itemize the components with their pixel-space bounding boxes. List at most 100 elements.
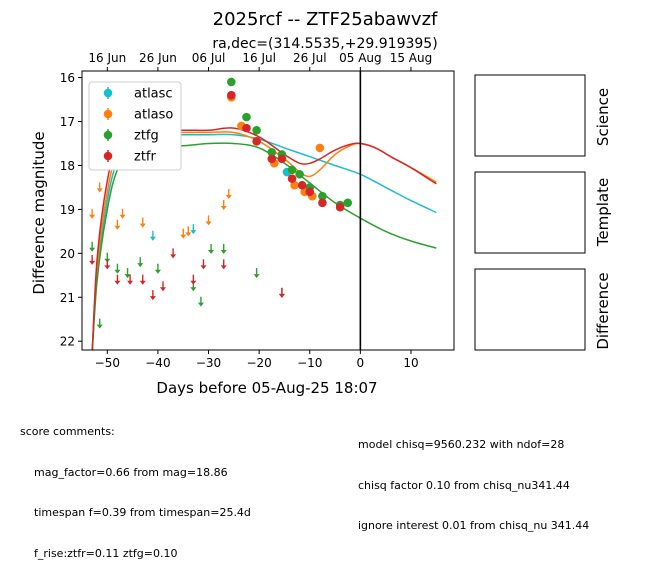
upper-limits — [89, 182, 285, 329]
plot-frame — [81, 70, 455, 351]
ztfr-upper-limit — [170, 248, 177, 259]
ztfg-model-curve — [91, 142, 437, 350]
ztfr-detection-point — [287, 174, 297, 183]
ztfr-upper-limit — [89, 254, 96, 265]
ztfg-detection-point — [252, 126, 261, 135]
legend-marker — [103, 109, 113, 119]
x-axis-label: Days before 05-Aug-25 18:07 — [156, 379, 377, 397]
ztfr-detection-point — [242, 123, 251, 133]
ztfg-upper-limit — [208, 243, 215, 254]
ztfg-detection-point — [287, 165, 297, 175]
y-tick-label: 22 — [60, 335, 75, 349]
score-comments: score comments: mag_factor=0.66 from mag… — [20, 398, 251, 574]
legend-entry-ztfg: ztfg — [103, 129, 159, 144]
ztfr-upper-limit — [149, 290, 156, 301]
atlasc-upper-limit — [149, 230, 156, 241]
top-tick-label: 16 Jun — [88, 51, 126, 65]
legend-marker — [103, 88, 113, 98]
y-tick-label: 16 — [60, 71, 75, 85]
ztfr-upper-limit — [104, 259, 111, 270]
science-label: Science — [594, 88, 612, 146]
score-comment-line: timespan f=0.39 from timespan=25.4d — [34, 506, 251, 519]
y-tick-label: 18 — [60, 159, 75, 173]
y-axis-label: Difference magnitude — [30, 131, 48, 294]
ztfr-detection-point — [277, 154, 287, 164]
atlaso-upper-limit — [89, 208, 96, 219]
ztfg-detection-point — [295, 169, 304, 179]
ztfr-detection-point — [335, 202, 345, 212]
atlaso-upper-limit — [180, 228, 187, 239]
x-tick-label: −50 — [95, 356, 120, 370]
chart-title: 2025rcf -- ZTF25abawvzf — [213, 9, 438, 30]
score-comment-line: mag_factor=0.66 from mag=18.86 — [34, 465, 228, 479]
ztfg-detection-point — [227, 77, 236, 87]
ztfr-upper-limit — [127, 274, 134, 285]
x-tick-label: 0 — [357, 356, 365, 370]
top-tick-label: 26 Jul — [293, 51, 327, 65]
top-tick-label: 26 Jun — [139, 51, 177, 65]
legend-marker — [103, 130, 113, 140]
model-comments: model chisq=9560.232 with ndof=28 chisq … — [358, 411, 589, 546]
chart-subtitle: ra,dec=(314.5535,+29.919395) — [212, 36, 437, 52]
top-date-axis-ticks: 16 Jun 26 Jun 06 Jul 16 Jul 26 Jul 05 Aug 15 A… — [88, 51, 432, 71]
ztfr-upper-limit — [278, 287, 285, 298]
ztfg-upper-limit — [96, 318, 103, 329]
ztfr-detection-point — [252, 136, 261, 146]
legend-label: atlasc — [134, 87, 173, 102]
top-tick-label: 15 Aug — [390, 51, 433, 65]
legend-label: ztfr — [134, 150, 156, 165]
x-tick-label: 10 — [403, 356, 418, 370]
ztfg-detection-point — [318, 191, 327, 201]
ztfg-upper-limit — [253, 268, 260, 279]
science-panel — [474, 74, 586, 157]
ztfr-detection-point — [305, 187, 315, 197]
difference-label: Difference — [594, 272, 612, 349]
legend-label: ztfg — [134, 129, 159, 144]
x-tick-label: −40 — [145, 356, 170, 370]
atlaso-detection-point — [290, 180, 299, 190]
ztfg-upper-limit — [154, 263, 161, 274]
score-comments-heading: score comments: — [20, 425, 115, 438]
atlaso-upper-limit — [225, 189, 232, 200]
atlasc-model-curve — [91, 133, 437, 350]
ztfr-detection-point — [227, 90, 236, 100]
lightcurve-figure: 2025rcf -- ZTF25abawvzf ra,dec=(314.5535… — [30, 9, 612, 397]
atlasc-upper-limit — [190, 224, 197, 235]
y-axis-ticks: 16 17 18 19 20 21 22 — [60, 71, 82, 349]
model-comment-line: model chisq=9560.232 with ndof=28 — [358, 438, 565, 451]
legend-box — [88, 81, 182, 171]
legend-label: atlaso — [134, 108, 173, 123]
ztfg-upper-limit — [124, 268, 131, 279]
top-tick-label: 06 Jul — [192, 51, 226, 65]
ztfr-detection-point — [297, 180, 307, 190]
legend-entry-atlasc: atlasc — [103, 87, 173, 102]
x-axis-ticks: −50 −40 −30 −20 −10 0 10 — [95, 350, 419, 370]
top-tick-label: 16 Jul — [242, 51, 276, 65]
y-tick-label: 17 — [60, 115, 75, 129]
atlaso-upper-limit — [220, 200, 227, 211]
y-tick-label: 20 — [60, 247, 75, 261]
ztfr-detection-point — [318, 198, 327, 208]
atlaso-upper-limit — [119, 208, 126, 219]
atlaso-upper-limit — [96, 182, 103, 193]
detections — [227, 77, 353, 212]
ztfr-upper-limit — [200, 259, 207, 270]
x-tick-label: −20 — [246, 356, 271, 370]
y-tick-label: 21 — [60, 291, 75, 305]
legend-entry-ztfr: ztfr — [103, 150, 156, 165]
atlaso-upper-limit — [139, 217, 146, 228]
top-tick-label: 05 Aug — [339, 51, 382, 65]
ztfr-upper-limit — [114, 274, 121, 285]
x-tick-label: −30 — [196, 356, 221, 370]
model-comment-line: chisq factor 0.10 from chisq_nu341.44 — [358, 478, 570, 492]
ztfr-detection-point — [267, 154, 277, 164]
legend-entry-atlaso: atlaso — [103, 108, 173, 123]
y-tick-label: 19 — [60, 203, 75, 217]
template-label: Template — [594, 178, 612, 247]
ztfg-upper-limit — [137, 257, 144, 268]
ztfg-upper-limit — [114, 263, 121, 274]
difference-panel — [474, 268, 586, 351]
ztfg-upper-limit — [220, 243, 227, 254]
atlaso-upper-limit — [205, 215, 212, 226]
ztfg-upper-limit — [89, 241, 96, 252]
